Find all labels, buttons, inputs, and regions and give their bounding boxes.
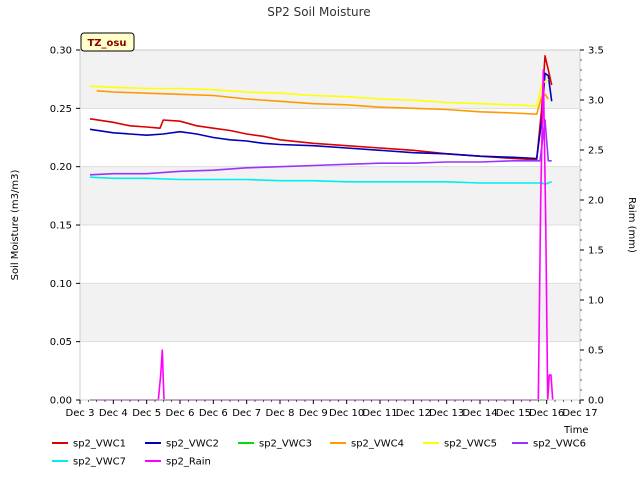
x-tick-label: Dec 15 (496, 408, 531, 419)
y-tick-label: 0.05 (50, 337, 72, 348)
legend-label-sp2_VWC3: sp2_VWC3 (259, 439, 312, 450)
site-badge-label: TZ_osu (87, 38, 126, 49)
y-tick-label: 0.00 (50, 396, 72, 407)
x-tick-label: Dec 3 (66, 408, 95, 419)
y-axis-label: Soil Moisture (m3/m3) (10, 170, 21, 281)
y-tick-label: 0.15 (50, 221, 72, 232)
y-tick-label: 0.25 (50, 104, 72, 115)
x-tick-label: Dec 14 (462, 408, 497, 419)
series-line-sp2_Rain (90, 69, 554, 401)
x-tick-label: Dec 6 (166, 408, 195, 419)
x-tick-label: Dec 9 (299, 408, 328, 419)
y-axis-ticks: 0.00 0.05 0.10 0.15 0.20 0.25 0.30 (50, 46, 80, 407)
series-line-sp2_VWC6 (89, 119, 552, 176)
x-tick-label: Dec 8 (266, 408, 295, 419)
legend-label-sp2_VWC4: sp2_VWC4 (351, 439, 404, 450)
x-axis-ticks: Dec 3 Dec 4 Dec 5 Dec 6 Dec 6 Dec 7 Dec 8 Dec 9… (66, 400, 598, 419)
x-tick-label: Dec 10 (329, 408, 364, 419)
series-layer (89, 54, 554, 401)
legend-label-sp2_VWC1: sp2_VWC1 (73, 439, 126, 450)
legend: sp2_VWC1 sp2_VWC2 sp2_VWC3 sp2_VWC4 sp2_VWC5… (52, 439, 586, 468)
y2-tick-label: 2.5 (588, 146, 604, 157)
y-tick-label: 0.30 (50, 46, 72, 57)
chart-title: SP2 Soil Moisture (267, 5, 370, 19)
y2-tick-label: 3.5 (588, 46, 604, 57)
x-tick-label: Dec 11 (362, 408, 397, 419)
y2-axis-label: Raim (mm) (626, 197, 637, 253)
grid-band (80, 283, 580, 342)
x-tick-label: Dec 16 (529, 408, 564, 419)
x-tick-label: Dec 4 (99, 408, 128, 419)
x-axis-label: Time (563, 425, 588, 436)
x-tick-label: Dec 12 (396, 408, 431, 419)
site-badge-box (80, 32, 135, 52)
series-line-sp2_VWC2 (89, 72, 553, 160)
grid-band (80, 166, 580, 225)
x-tick-label: Dec 7 (232, 408, 261, 419)
y2-tick-label: 0.5 (588, 346, 604, 357)
legend-label-sp2_VWC7: sp2_VWC7 (73, 457, 126, 468)
y-tick-label: 0.10 (50, 279, 72, 290)
legend-label-sp2_Rain: sp2_Rain (166, 457, 211, 468)
series-line-sp2_VWC4 (96, 90, 549, 115)
x-tick-label: Dec 17 (562, 408, 597, 419)
legend-label-sp2_VWC5: sp2_VWC5 (444, 439, 497, 450)
grid-band (80, 50, 580, 109)
series-line-sp2_VWC1 (89, 54, 553, 161)
y2-axis-ticks: 0.0 0.5 1.0 1.5 2.0 2.5 3.0 3.5 (580, 46, 604, 407)
x-tick-label: Dec 6 (199, 408, 228, 419)
x-tick-label: Dec 13 (429, 408, 464, 419)
y2-tick-label: 0.0 (588, 396, 604, 407)
series-line-sp2_VWC5 (89, 78, 549, 107)
site-badge: TZ_osu (80, 32, 135, 52)
legend-label-sp2_VWC6: sp2_VWC6 (533, 439, 586, 450)
y2-tick-label: 2.0 (588, 196, 604, 207)
plot-background (80, 49, 580, 401)
y2-tick-label: 3.0 (588, 96, 604, 107)
legend-label-sp2_VWC2: sp2_VWC2 (166, 439, 219, 450)
y2-tick-label: 1.0 (588, 296, 604, 307)
y-tick-label: 0.20 (50, 162, 72, 173)
x-tick-label: Dec 5 (132, 408, 161, 419)
y2-tick-label: 1.5 (588, 246, 604, 257)
